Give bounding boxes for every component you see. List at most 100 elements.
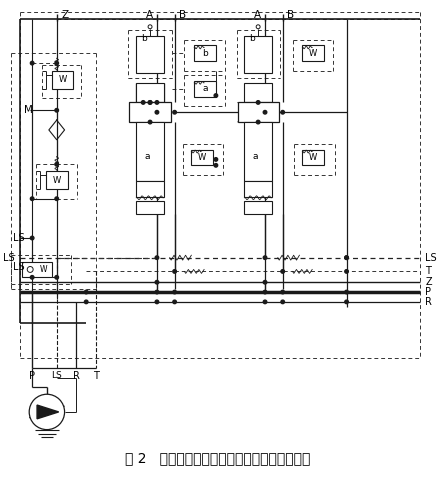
Text: LS: LS bbox=[12, 262, 24, 272]
Circle shape bbox=[344, 256, 347, 260]
Circle shape bbox=[344, 256, 347, 260]
Circle shape bbox=[280, 110, 284, 114]
Bar bbox=[22, 261, 52, 277]
Circle shape bbox=[173, 270, 176, 273]
Circle shape bbox=[344, 300, 347, 304]
Circle shape bbox=[280, 290, 284, 294]
Bar bbox=[191, 150, 212, 165]
Circle shape bbox=[30, 61, 34, 65]
Circle shape bbox=[84, 300, 88, 304]
Circle shape bbox=[155, 101, 159, 104]
Circle shape bbox=[214, 163, 217, 167]
Text: LS: LS bbox=[3, 253, 14, 263]
Circle shape bbox=[263, 256, 266, 260]
Circle shape bbox=[263, 281, 266, 284]
Bar bbox=[52, 71, 73, 89]
Text: Z: Z bbox=[61, 10, 68, 20]
Text: LS: LS bbox=[12, 233, 24, 243]
Text: 图 2   某变量泵系统负载敏感比例多路阀原理图: 图 2 某变量泵系统负载敏感比例多路阀原理图 bbox=[125, 451, 310, 465]
Circle shape bbox=[30, 236, 34, 240]
Bar bbox=[136, 181, 163, 197]
Circle shape bbox=[29, 394, 64, 430]
Circle shape bbox=[214, 158, 217, 161]
Bar bbox=[136, 83, 163, 102]
Polygon shape bbox=[37, 405, 59, 419]
Text: a: a bbox=[202, 84, 207, 93]
Circle shape bbox=[173, 290, 176, 294]
Text: T: T bbox=[424, 266, 430, 276]
Bar bbox=[194, 45, 215, 61]
Circle shape bbox=[148, 101, 152, 104]
Circle shape bbox=[55, 163, 58, 166]
Circle shape bbox=[141, 101, 145, 104]
Circle shape bbox=[263, 110, 266, 114]
Circle shape bbox=[30, 275, 34, 279]
Text: R: R bbox=[424, 297, 431, 307]
Text: R: R bbox=[73, 370, 80, 380]
Circle shape bbox=[173, 300, 176, 304]
Text: b: b bbox=[249, 34, 254, 43]
Bar bbox=[244, 201, 271, 215]
Text: b: b bbox=[141, 34, 147, 43]
Circle shape bbox=[55, 109, 58, 112]
Circle shape bbox=[280, 300, 284, 304]
Circle shape bbox=[214, 94, 217, 98]
Circle shape bbox=[173, 110, 176, 114]
Text: a: a bbox=[252, 152, 258, 161]
Circle shape bbox=[256, 101, 259, 104]
Circle shape bbox=[263, 300, 266, 304]
Circle shape bbox=[155, 281, 159, 284]
Text: b: b bbox=[202, 49, 208, 58]
Circle shape bbox=[155, 300, 159, 304]
Bar bbox=[136, 36, 163, 73]
Circle shape bbox=[155, 290, 159, 294]
Circle shape bbox=[30, 197, 34, 200]
Bar bbox=[136, 122, 163, 181]
Text: A: A bbox=[253, 10, 260, 20]
Text: Z: Z bbox=[424, 277, 431, 287]
Bar bbox=[244, 83, 271, 102]
Text: a: a bbox=[144, 152, 149, 161]
Text: M: M bbox=[24, 105, 33, 115]
Circle shape bbox=[55, 61, 58, 65]
Circle shape bbox=[155, 110, 159, 114]
Text: P: P bbox=[29, 370, 35, 380]
Bar bbox=[46, 171, 67, 189]
Text: P: P bbox=[424, 287, 430, 297]
Circle shape bbox=[148, 120, 152, 124]
Text: A: A bbox=[145, 10, 152, 20]
Circle shape bbox=[263, 290, 266, 294]
Circle shape bbox=[148, 101, 152, 104]
Bar bbox=[244, 181, 271, 197]
Text: W: W bbox=[198, 153, 206, 162]
Circle shape bbox=[256, 120, 259, 124]
Text: B: B bbox=[286, 10, 293, 20]
Text: W: W bbox=[58, 76, 67, 84]
Circle shape bbox=[280, 270, 284, 273]
Circle shape bbox=[148, 25, 152, 29]
Text: T: T bbox=[93, 370, 99, 380]
Bar bbox=[244, 122, 271, 181]
Bar bbox=[302, 45, 323, 61]
Bar bbox=[244, 36, 271, 73]
Circle shape bbox=[256, 25, 259, 29]
Circle shape bbox=[344, 270, 347, 273]
Bar bbox=[194, 81, 215, 97]
Circle shape bbox=[155, 256, 159, 260]
Text: LS: LS bbox=[424, 253, 436, 263]
Text: W: W bbox=[308, 49, 317, 58]
Circle shape bbox=[55, 275, 58, 279]
Bar bbox=[302, 150, 323, 165]
Bar bbox=[237, 102, 278, 122]
Circle shape bbox=[344, 290, 347, 294]
Circle shape bbox=[84, 290, 88, 294]
Text: W: W bbox=[308, 153, 317, 162]
Text: W: W bbox=[40, 265, 48, 274]
Text: LS: LS bbox=[51, 371, 62, 380]
Text: W: W bbox=[53, 175, 61, 185]
Text: B: B bbox=[179, 10, 186, 20]
Bar bbox=[136, 201, 163, 215]
Circle shape bbox=[55, 197, 58, 200]
Circle shape bbox=[27, 267, 33, 272]
Bar bbox=[129, 102, 170, 122]
